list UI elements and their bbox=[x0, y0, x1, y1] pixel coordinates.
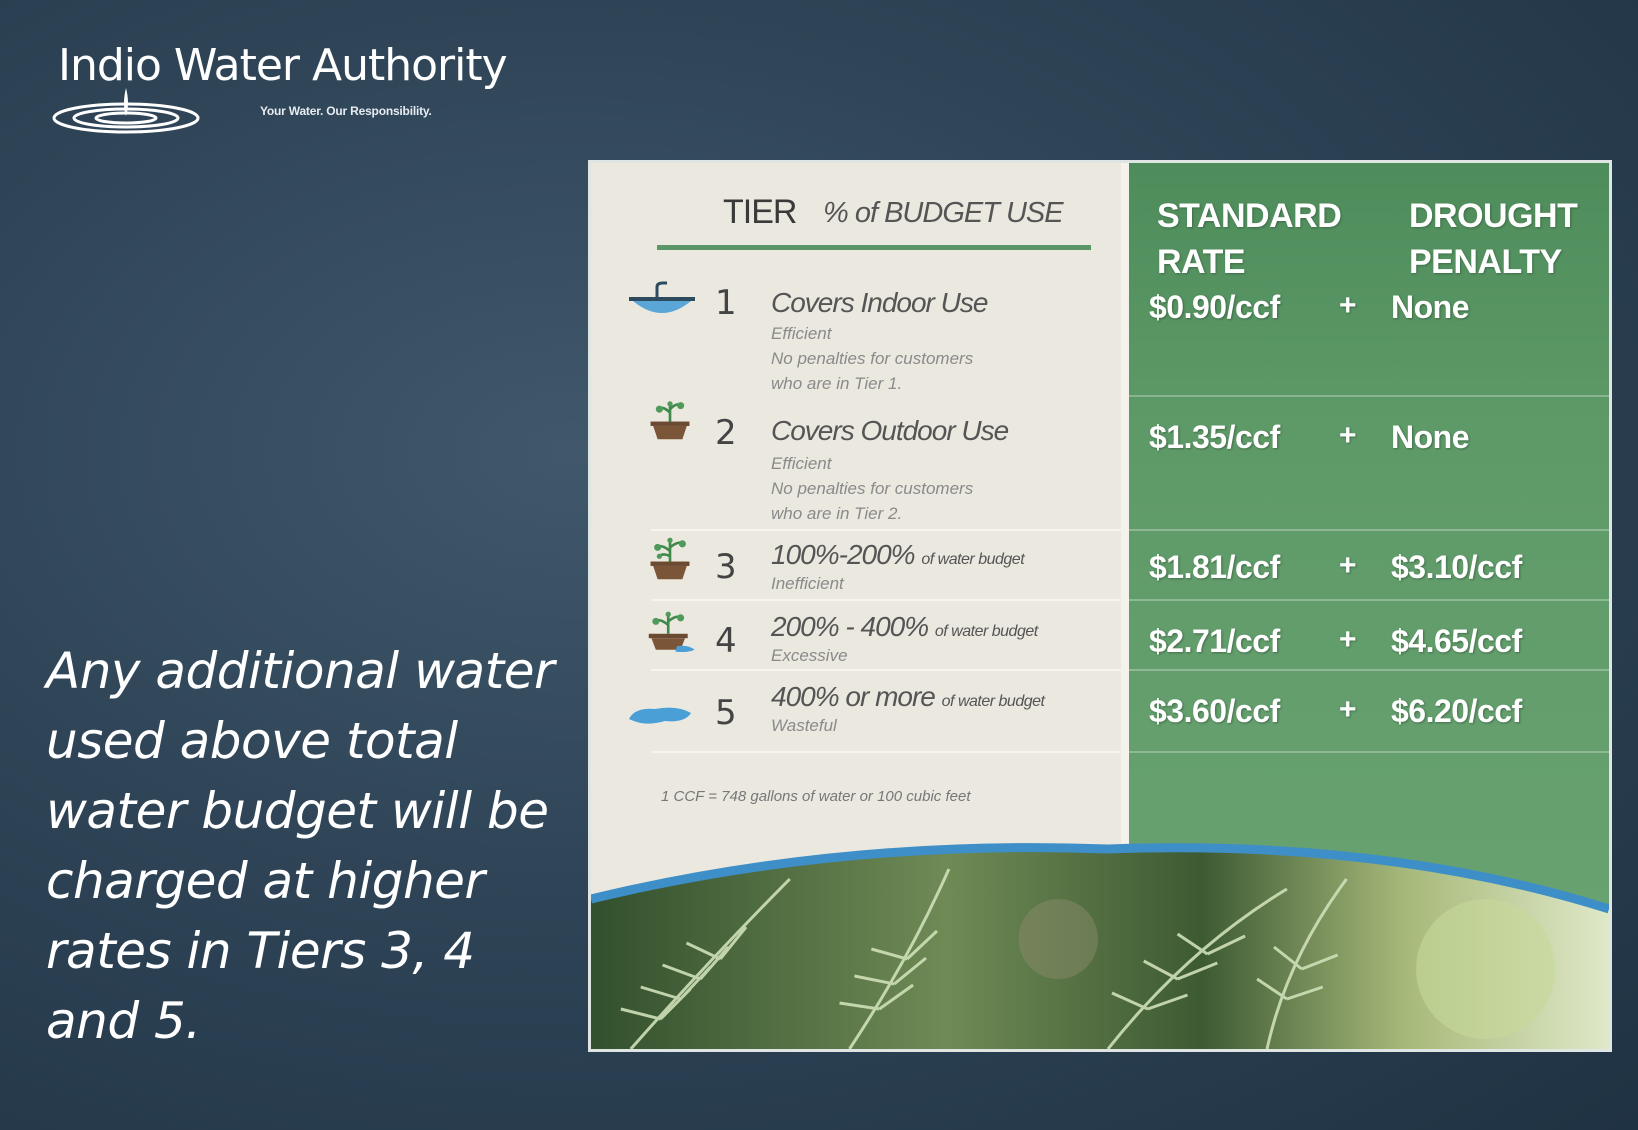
row-divider bbox=[651, 751, 1121, 753]
header-drought-line2: PENALTY bbox=[1409, 243, 1562, 281]
tier-subtext: Efficient No penalties for customers who… bbox=[771, 451, 973, 526]
tier-note-line1: No penalties for customers bbox=[771, 479, 974, 498]
standard-rate-value: $1.81/ccf bbox=[1149, 549, 1280, 585]
header-tier: TIER bbox=[723, 193, 797, 231]
drought-penalty-value: $4.65/ccf bbox=[1391, 623, 1522, 659]
header-standard-rate: STANDARD RATE bbox=[1157, 193, 1342, 285]
tier-note-line2: who are in Tier 1. bbox=[771, 374, 903, 393]
row-divider bbox=[1129, 751, 1609, 753]
row-divider bbox=[651, 669, 1121, 671]
header-underline bbox=[657, 245, 1091, 250]
tier-range-suffix: of water budget bbox=[934, 623, 1038, 640]
rate-table-card: TIER % of BUDGET USE STANDARD RATE DROUG… bbox=[588, 160, 1612, 1052]
row-divider bbox=[1129, 395, 1609, 397]
palm-foliage-image bbox=[591, 843, 1609, 1049]
tier-description: 100%-200% of water budget bbox=[771, 539, 1025, 571]
tier-range-suffix: of water budget bbox=[941, 693, 1045, 710]
tier-description: 400% or more of water budget bbox=[771, 681, 1045, 713]
tier-range-suffix: of water budget bbox=[921, 551, 1025, 568]
row-divider bbox=[1129, 529, 1609, 531]
faucet-water-icon bbox=[629, 281, 695, 313]
drought-penalty-value: None bbox=[1391, 289, 1470, 325]
pane-divider bbox=[1121, 163, 1129, 1049]
tier-efficiency: Efficient bbox=[771, 454, 832, 473]
logo-title: Indio Water Authority bbox=[58, 40, 508, 91]
standard-rate-value: $0.90/ccf bbox=[1149, 289, 1280, 325]
tier-efficiency: Efficient bbox=[771, 324, 832, 343]
tier-efficiency: Inefficient bbox=[771, 574, 844, 593]
drought-penalty-value: $6.20/ccf bbox=[1391, 693, 1522, 729]
overflowing-plant-icon bbox=[648, 611, 695, 653]
tier-range: 100%-200% bbox=[771, 539, 916, 570]
tier-description: Covers Indoor Use bbox=[771, 287, 988, 318]
logo-tagline: Your Water. Our Responsibility. bbox=[260, 104, 432, 118]
row-divider bbox=[651, 599, 1121, 601]
header-budget-use: % of BUDGET USE bbox=[823, 197, 1064, 229]
tier-efficiency: Excessive bbox=[771, 646, 848, 665]
header-standard-line2: RATE bbox=[1157, 243, 1246, 281]
standard-rate-value: $1.35/ccf bbox=[1149, 419, 1280, 455]
row-divider bbox=[651, 529, 1121, 531]
plus-sign: + bbox=[1339, 419, 1357, 452]
tier-efficiency: Wasteful bbox=[771, 716, 837, 735]
plus-sign: + bbox=[1339, 693, 1357, 726]
standard-rate-value: $3.60/ccf bbox=[1149, 693, 1280, 729]
tier-subtext: Efficient No penalties for customers who… bbox=[771, 321, 973, 396]
tier-number: 5 bbox=[715, 693, 737, 733]
tier-number: 4 bbox=[715, 621, 737, 661]
row-divider bbox=[1129, 599, 1609, 601]
header-drought-line1: DROUGHT bbox=[1409, 197, 1578, 235]
tier-number: 3 bbox=[715, 547, 737, 587]
header-drought-penalty: DROUGHT PENALTY bbox=[1409, 193, 1578, 285]
tier-description: 200% - 400% of water budget bbox=[771, 611, 1038, 643]
tier-range: 400% or more bbox=[771, 681, 936, 712]
potted-plant-icon bbox=[650, 401, 690, 440]
tier-number: 1 bbox=[715, 283, 737, 323]
standard-rate-value: $2.71/ccf bbox=[1149, 623, 1280, 659]
plus-sign: + bbox=[1339, 623, 1357, 656]
plus-sign: + bbox=[1339, 549, 1357, 582]
plus-sign: + bbox=[1339, 289, 1357, 322]
tier-description: Covers Outdoor Use bbox=[771, 415, 1009, 446]
water-ripple-icon bbox=[52, 88, 200, 134]
tier-number: 2 bbox=[715, 413, 737, 453]
tier-note-line1: No penalties for customers bbox=[771, 349, 974, 368]
tier-range: 200% - 400% bbox=[771, 611, 929, 642]
header-standard-line1: STANDARD bbox=[1157, 197, 1342, 235]
logo: Indio Water Authority Your Water. Our Re… bbox=[52, 38, 572, 138]
row-divider bbox=[1129, 669, 1609, 671]
potted-plant-icon bbox=[650, 537, 690, 580]
ccf-footnote: 1 CCF = 748 gallons of water or 100 cubi… bbox=[661, 788, 971, 805]
tier-note-line2: who are in Tier 2. bbox=[771, 504, 903, 523]
tier-note-text: Any additional water used above total wa… bbox=[46, 642, 555, 1050]
drought-penalty-value: $3.10/ccf bbox=[1391, 549, 1522, 585]
water-puddle-icon bbox=[629, 707, 691, 724]
drought-penalty-value: None bbox=[1391, 419, 1470, 455]
